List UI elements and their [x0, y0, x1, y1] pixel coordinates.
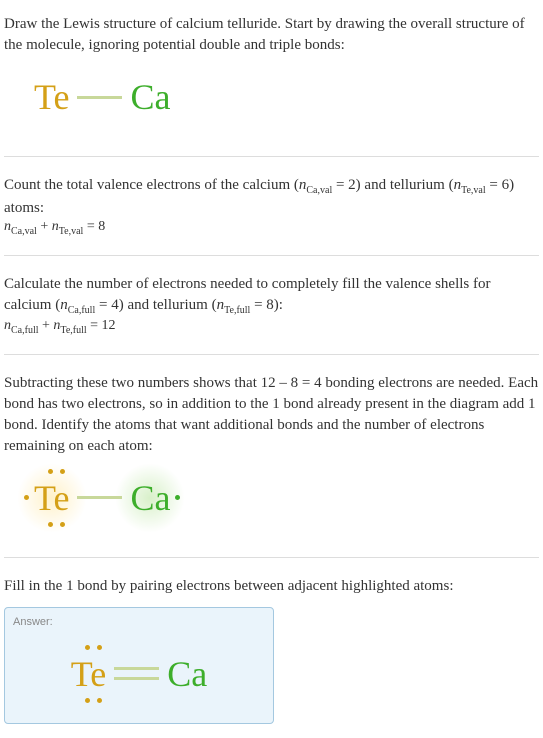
op: + — [39, 318, 54, 333]
op: + — [37, 219, 52, 234]
electron-dot — [60, 522, 65, 527]
electron-dot — [97, 698, 102, 703]
answer-label: Answer: — [13, 616, 265, 628]
electron-dot — [85, 698, 90, 703]
electron-dot — [85, 645, 90, 650]
ca-atom: Ca — [130, 478, 170, 518]
step5-section: Fill in the 1 bond by pairing electrons … — [4, 566, 539, 734]
electron-dot — [97, 645, 102, 650]
ca-atom: Ca — [130, 76, 170, 118]
text-fragment: Count the total valence electrons of the… — [4, 177, 299, 193]
te-atom: Te — [34, 76, 69, 118]
var: nTe,val — [454, 177, 486, 193]
step2-text: Count the total valence electrons of the… — [4, 175, 539, 219]
electron-dot — [24, 495, 29, 500]
var-sub: Ca,full — [11, 325, 39, 336]
double-bond — [114, 667, 159, 680]
var-sub: Te,val — [461, 185, 486, 196]
electron-dot — [48, 522, 53, 527]
text-fragment: = 2) and tellurium ( — [332, 177, 453, 193]
step2-formula: nCa,val + nTe,val = 8 — [4, 219, 539, 237]
step4-section: Subtracting these two numbers shows that… — [4, 363, 539, 549]
bond-line — [114, 667, 159, 670]
result: = 12 — [87, 318, 116, 333]
electron-dot — [60, 469, 65, 474]
var-sub: Te,full — [60, 325, 86, 336]
divider — [4, 156, 539, 157]
divider — [4, 557, 539, 558]
diagram-initial: Te Ca — [4, 56, 539, 138]
step5-text: Fill in the 1 bond by pairing electrons … — [4, 576, 539, 597]
divider — [4, 354, 539, 355]
intro-text: Draw the Lewis structure of calcium tell… — [4, 14, 539, 56]
var-sub: Ca,val — [11, 226, 37, 237]
var-letter: n — [4, 219, 11, 234]
var-sub: Ca,full — [68, 305, 96, 316]
answer-diagram: Te Ca — [13, 638, 265, 715]
te-atom-final: Te — [71, 653, 106, 695]
step2-section: Count the total valence electrons of the… — [4, 165, 539, 247]
single-bond — [77, 96, 122, 99]
bond-line — [114, 677, 159, 680]
step3-text: Calculate the number of electrons needed… — [4, 274, 539, 318]
step3-section: Calculate the number of electrons needed… — [4, 264, 539, 346]
var-letter: n — [52, 219, 59, 234]
var-letter: n — [217, 297, 225, 313]
var-sub: Ca,val — [306, 185, 332, 196]
var-letter: n — [454, 177, 462, 193]
step4-text: Subtracting these two numbers shows that… — [4, 373, 539, 457]
var: nCa,val — [299, 177, 332, 193]
var-letter: n — [4, 318, 11, 333]
diagram-dots: Te Ca — [4, 457, 539, 539]
var: nCa,full — [60, 297, 95, 313]
text-fragment: = 4) and tellurium ( — [95, 297, 216, 313]
var-letter: n — [60, 297, 68, 313]
electron-dot — [48, 469, 53, 474]
step3-formula: nCa,full + nTe,full = 12 — [4, 318, 539, 336]
ca-atom: Ca — [167, 653, 207, 695]
text-fragment: = 8): — [250, 297, 283, 313]
intro-section: Draw the Lewis structure of calcium tell… — [4, 4, 539, 148]
single-bond — [77, 496, 122, 499]
te-atom: Te — [71, 654, 106, 694]
answer-box: Answer: Te Ca — [4, 607, 274, 724]
electron-dot — [175, 495, 180, 500]
result: = 8 — [83, 219, 105, 234]
divider — [4, 255, 539, 256]
te-atom-dots: Te — [34, 477, 69, 519]
ca-atom-dots: Ca — [130, 477, 170, 519]
var-sub: Te,full — [224, 305, 250, 316]
var: nTe,full — [217, 297, 251, 313]
var-sub: Te,val — [59, 226, 84, 237]
te-atom: Te — [34, 478, 69, 518]
